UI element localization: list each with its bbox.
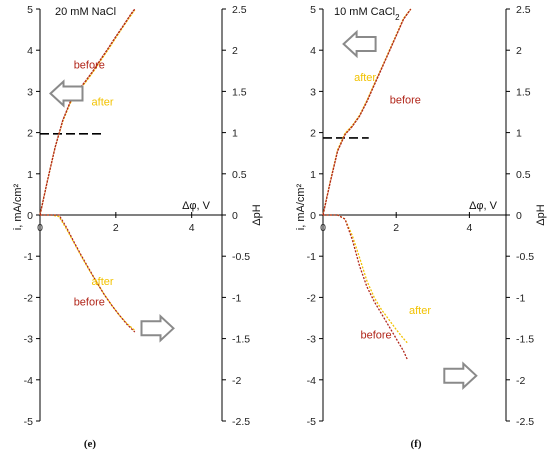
left-tick-label: 0 xyxy=(310,210,316,222)
right-tick-label: 1 xyxy=(516,128,522,140)
annotation-after: after xyxy=(92,276,114,288)
right-tick-label: 1.5 xyxy=(516,86,531,98)
left-tick-label: 2 xyxy=(27,128,33,140)
annotation-after: after xyxy=(409,305,431,317)
series-before-current xyxy=(322,8,412,216)
right-tick-label: -1 xyxy=(232,292,241,304)
left-tick-label: 5 xyxy=(310,4,316,16)
right-tick-label: 2.5 xyxy=(516,4,531,16)
title-subscript: 2 xyxy=(395,13,400,22)
right-tick-label: -2.5 xyxy=(232,416,250,428)
left-tick-label: -2 xyxy=(24,292,33,304)
right-tick-label: 2 xyxy=(516,45,522,57)
left-tick-label: -3 xyxy=(24,334,33,346)
x-axis-label: Δφ, V xyxy=(182,200,211,212)
left-tick-label: 1 xyxy=(310,169,316,181)
left-tick-label: -3 xyxy=(307,334,316,346)
left-tick-label: 4 xyxy=(310,45,316,57)
left-axis-label: i, mA/cm² xyxy=(295,183,307,230)
right-tick-label: -2 xyxy=(232,375,241,387)
arrow-right-icon xyxy=(140,314,175,343)
right-tick-label: -2.5 xyxy=(516,416,534,428)
right-tick-label: 0 xyxy=(516,210,522,222)
right-tick-label: 0.5 xyxy=(232,169,247,181)
left-tick-label: -4 xyxy=(307,375,316,387)
left-tick-label: -5 xyxy=(24,416,33,428)
annotation-after: after xyxy=(354,72,376,84)
series-before-ph xyxy=(323,214,408,360)
left-tick-label: 3 xyxy=(27,86,33,98)
right-tick-label: 2 xyxy=(232,45,238,57)
series-before-current xyxy=(39,8,136,216)
left-tick-label: -2 xyxy=(307,292,316,304)
annotation-before: before xyxy=(74,60,105,72)
right-tick-label: 2.5 xyxy=(232,4,247,16)
left-tick-label: 3 xyxy=(310,86,316,98)
x-tick-label: 2 xyxy=(113,222,119,234)
x-tick-label: 4 xyxy=(466,222,472,234)
arrow-left-icon xyxy=(342,29,377,59)
right-tick-label: -0.5 xyxy=(516,251,534,263)
right-tick-label: -0.5 xyxy=(232,251,250,263)
series-before-ph xyxy=(40,214,136,333)
right-tick-label: 1.5 xyxy=(232,86,247,98)
series-after-ph xyxy=(323,214,408,344)
x-tick-label: 4 xyxy=(189,222,195,234)
right-tick-label: -2 xyxy=(516,375,525,387)
panel-letter: (f) xyxy=(411,438,422,450)
x-axis-label: Δφ, V xyxy=(469,200,498,212)
left-tick-label: 2 xyxy=(310,128,316,140)
series-after-ph xyxy=(40,214,136,331)
left-tick-label: 4 xyxy=(27,45,33,57)
x-tick-label: 2 xyxy=(393,222,399,234)
right-tick-label: 1 xyxy=(232,128,238,140)
panel-letter: (e) xyxy=(84,438,97,450)
right-axis-label: ΔpH xyxy=(535,204,547,225)
panel-title: 10 mM CaCl2 xyxy=(334,6,400,22)
left-axis-label: i, mA/cm² xyxy=(12,183,24,230)
x-tick-label: 0 xyxy=(320,222,326,234)
left-tick-label: 5 xyxy=(27,4,33,16)
annotation-before: before xyxy=(390,95,421,107)
left-tick-label: -1 xyxy=(24,251,33,263)
right-tick-label: -1.5 xyxy=(516,334,534,346)
x-tick-label: 0 xyxy=(37,222,43,234)
series-after-current xyxy=(39,9,136,216)
annotation-before: before xyxy=(360,329,391,341)
left-tick-label: 0 xyxy=(27,210,33,222)
annotation-after: after xyxy=(92,97,114,109)
left-tick-label: -1 xyxy=(307,251,316,263)
panel-f: 5 4 3 2 1 0 -1 -2 -3 -4 -5 2.5 2 1.5 1 0.5 0 -0.5 -1 -1.5 -2… xyxy=(295,4,547,450)
arrow-left-icon xyxy=(49,79,84,108)
left-tick-label: -5 xyxy=(307,416,316,428)
annotation-before: before xyxy=(74,297,105,309)
left-tick-label: -4 xyxy=(24,375,33,387)
right-tick-label: -1 xyxy=(516,292,525,304)
arrow-right-icon xyxy=(443,361,478,390)
left-tick-label: 1 xyxy=(27,169,33,181)
right-tick-label: 0.5 xyxy=(516,169,531,181)
panel-title: 20 mM NaCl xyxy=(55,6,116,18)
right-tick-label: -1.5 xyxy=(232,334,250,346)
right-axis-label: ΔpH xyxy=(251,204,263,225)
right-tick-label: 0 xyxy=(232,210,238,222)
panel-e: 5 4 3 2 1 0 -1 -2 -3 -4 -5 2.5 2 1.5 1 0.5 0 -0.5 -1 -1.5 -2… xyxy=(12,4,263,450)
